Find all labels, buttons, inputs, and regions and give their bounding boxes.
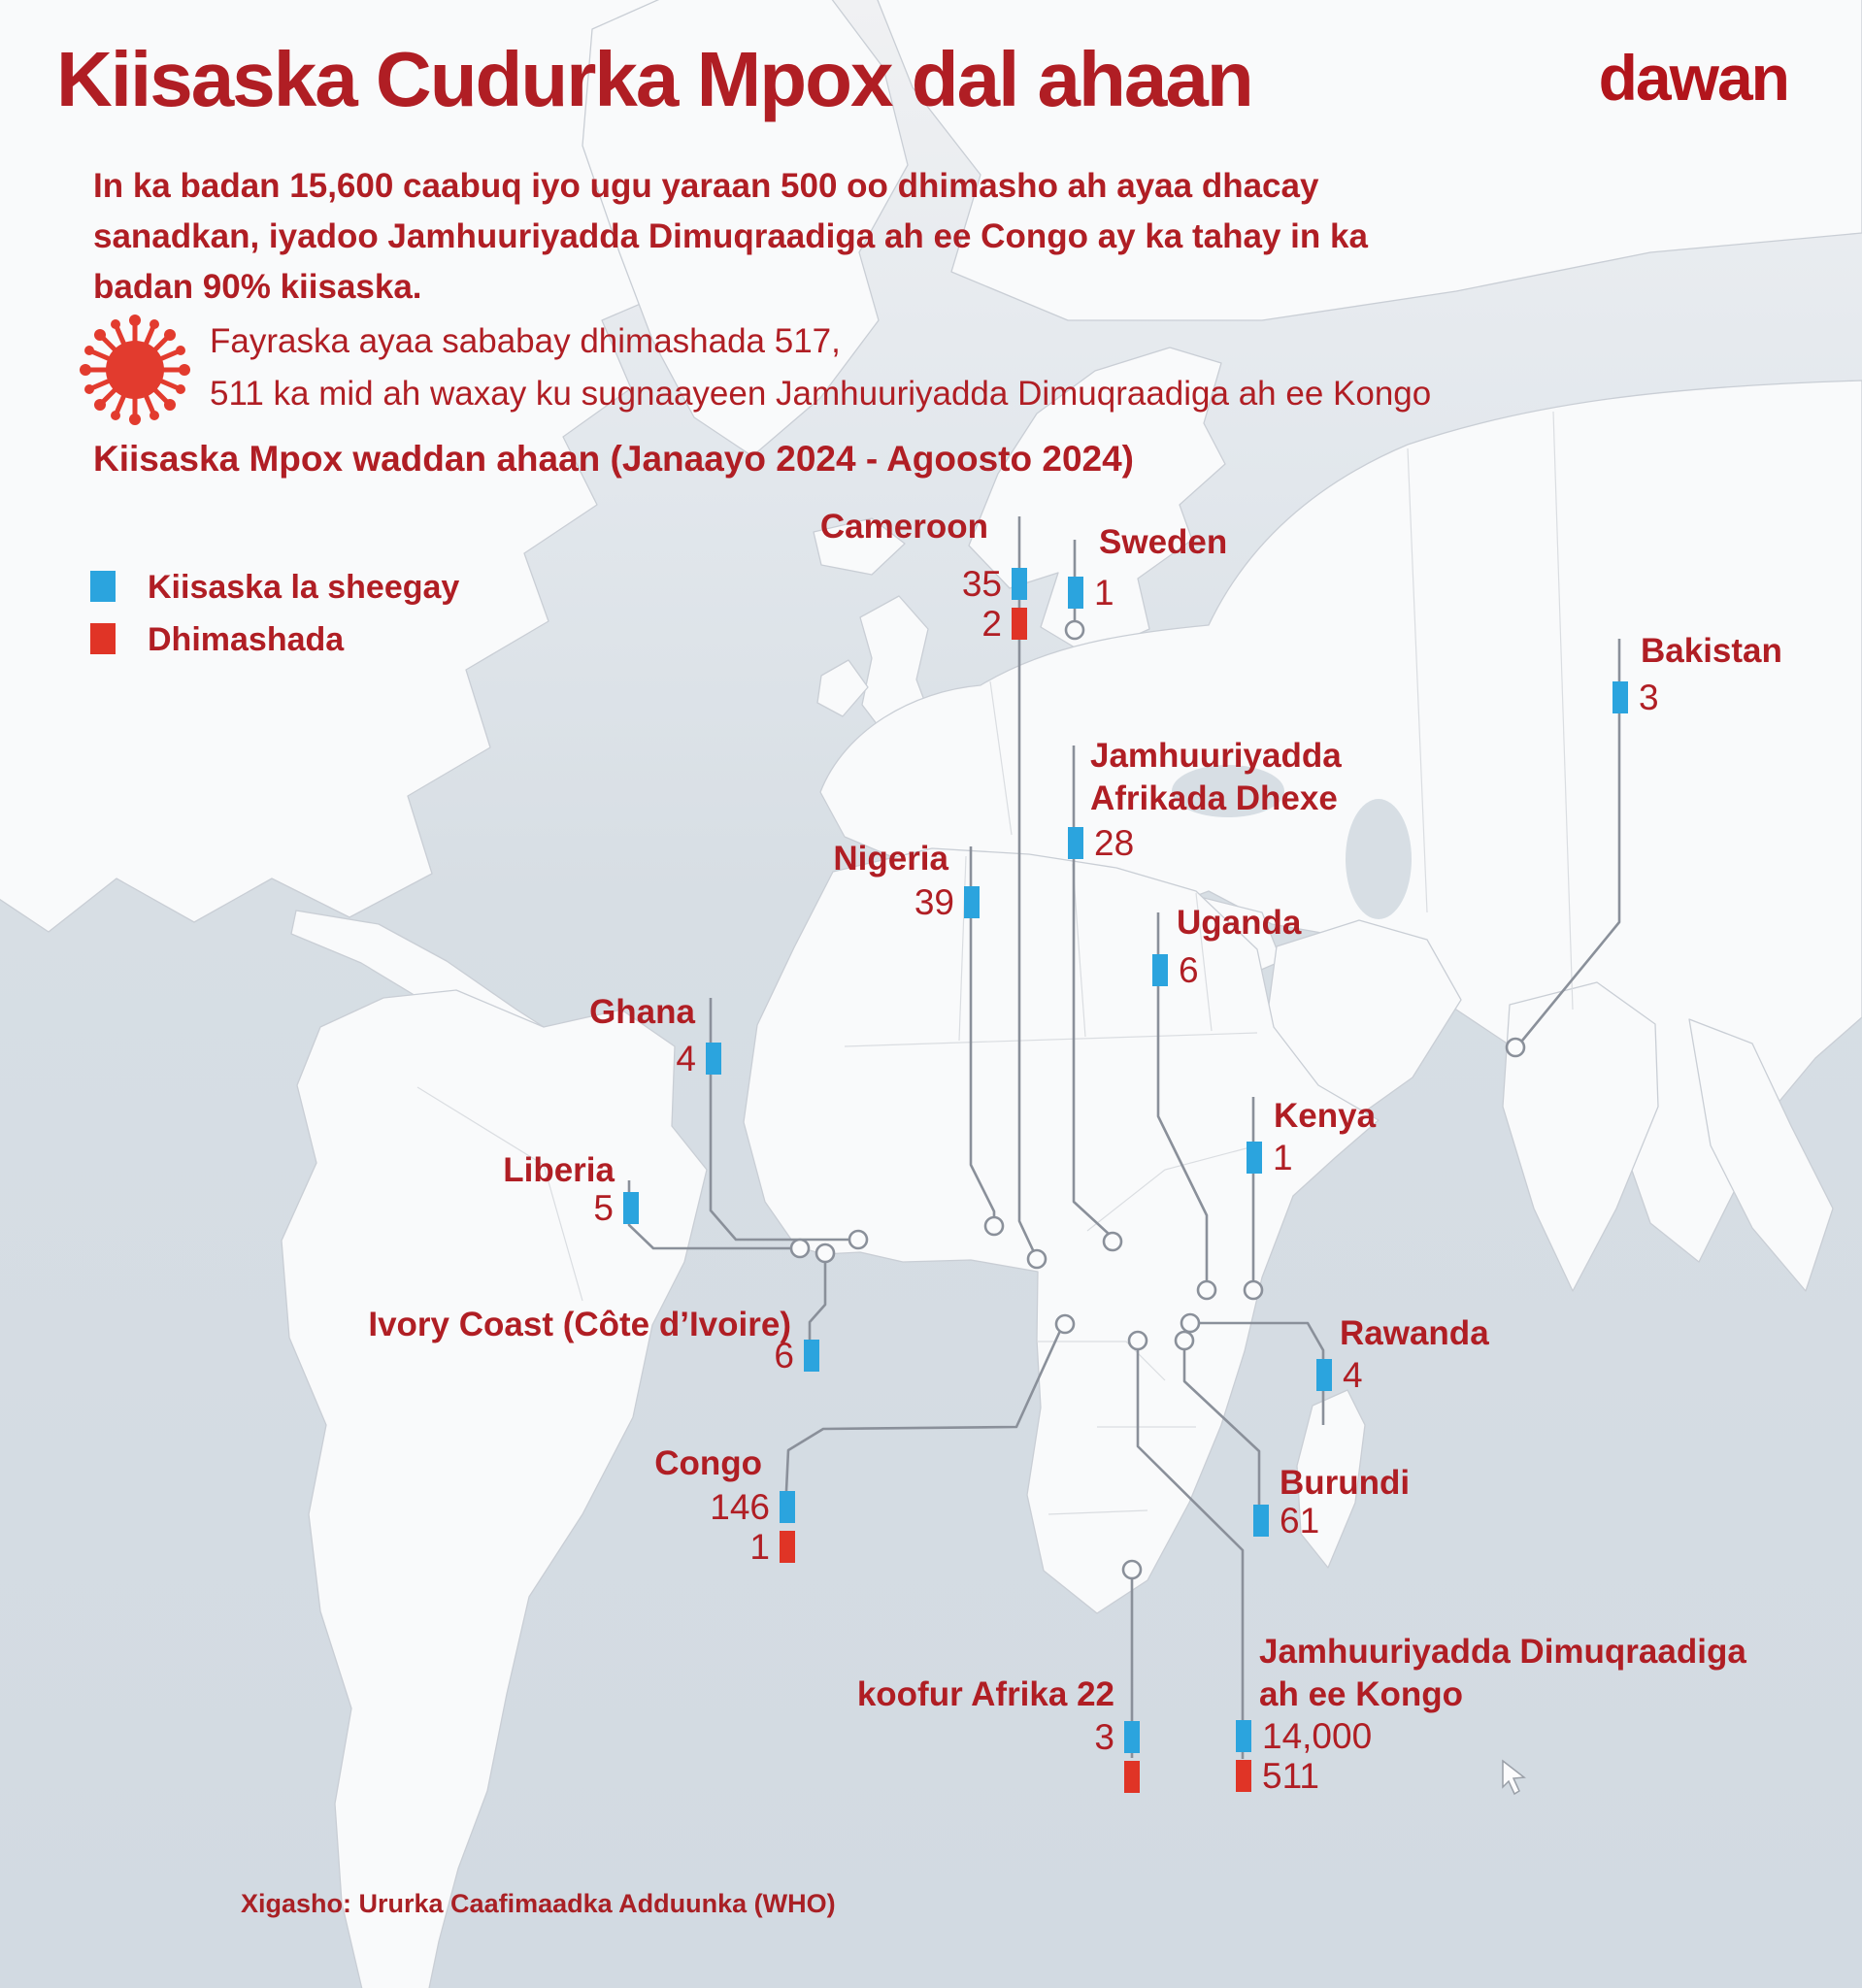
virus-note-line2: 511 ka mid ah waxay ku sugnaayeen Jamhuu… bbox=[210, 375, 1432, 413]
border-line bbox=[1407, 447, 1428, 913]
chart-subtitle: Kiisaska Mpox waddan ahaan (Janaayo 2024… bbox=[93, 439, 1135, 479]
landmass-iceland bbox=[813, 517, 906, 576]
page-title: Kiisaska Cudurka Mpox dal ahaan bbox=[56, 36, 1254, 122]
landmass-india bbox=[1502, 981, 1659, 1292]
border-line bbox=[1047, 1509, 1148, 1515]
point-uganda bbox=[1196, 1279, 1217, 1301]
point-rawanda bbox=[1180, 1312, 1201, 1334]
border-line bbox=[1552, 411, 1574, 1011]
border-line bbox=[844, 1032, 1258, 1047]
black-sea bbox=[1172, 765, 1284, 817]
leader-cameroon bbox=[1017, 516, 1036, 1253]
point-liberia bbox=[789, 1238, 811, 1259]
landmass-greenland bbox=[582, 0, 909, 457]
point-cameroon bbox=[1026, 1248, 1047, 1270]
point-sweden bbox=[1064, 619, 1085, 641]
point-koofur-afrika bbox=[1121, 1559, 1143, 1580]
dawan-logo: dawan bbox=[1598, 42, 1790, 114]
border-line bbox=[416, 1086, 583, 1302]
point-kenya bbox=[1243, 1279, 1264, 1301]
leader-congo bbox=[784, 1330, 1062, 1492]
leader-nigeria bbox=[969, 846, 996, 1218]
legend-cases-label: Kiisaska la sheegay bbox=[148, 569, 460, 606]
virus-icon bbox=[80, 315, 190, 425]
virus-note-line1: Fayraska ayaa sababay dhimashada 517, bbox=[210, 322, 841, 360]
landmass-south-america bbox=[281, 989, 708, 1988]
border-line bbox=[1086, 1144, 1258, 1232]
border-line bbox=[1037, 1341, 1166, 1381]
legend-deaths-label: Dhimashada bbox=[148, 621, 345, 658]
caspian-sea bbox=[1346, 799, 1412, 919]
point-burundi bbox=[1174, 1330, 1195, 1351]
point-congo bbox=[1054, 1313, 1076, 1335]
legend-cases-swatch bbox=[90, 571, 116, 602]
legend-deaths-swatch bbox=[90, 623, 116, 654]
point-drc bbox=[1127, 1330, 1148, 1351]
intro-paragraph: In ka badan 15,600 caabuq iyo ugu yaraan… bbox=[93, 167, 1368, 306]
border-line bbox=[989, 680, 1013, 836]
point-ivory-coast bbox=[815, 1242, 836, 1264]
landmass-madagascar bbox=[1296, 1389, 1366, 1569]
mouse-cursor-icon bbox=[1502, 1759, 1526, 1796]
point-nigeria bbox=[983, 1215, 1005, 1237]
leader-car bbox=[1072, 746, 1111, 1236]
landmass-ireland bbox=[816, 659, 869, 717]
leader-uganda bbox=[1156, 912, 1209, 1281]
leader-burundi bbox=[1182, 1348, 1261, 1505]
point-ghana bbox=[848, 1229, 869, 1250]
landmass-scandinavia bbox=[968, 347, 1226, 657]
point-car bbox=[1102, 1231, 1123, 1252]
leader-bakistan bbox=[1520, 639, 1621, 1042]
source-credit: Xigasho: Ururka Caafimaadka Adduunka (WH… bbox=[241, 1889, 836, 1918]
landmass-arctic bbox=[877, 0, 1862, 321]
leader-ghana bbox=[709, 998, 849, 1242]
leader-drc bbox=[1136, 1348, 1245, 1759]
leader-ivory-coast bbox=[808, 1262, 827, 1344]
point-bakistan bbox=[1505, 1037, 1526, 1058]
landmass-se-asia bbox=[1688, 1018, 1834, 1292]
border-line bbox=[1195, 892, 1213, 1032]
